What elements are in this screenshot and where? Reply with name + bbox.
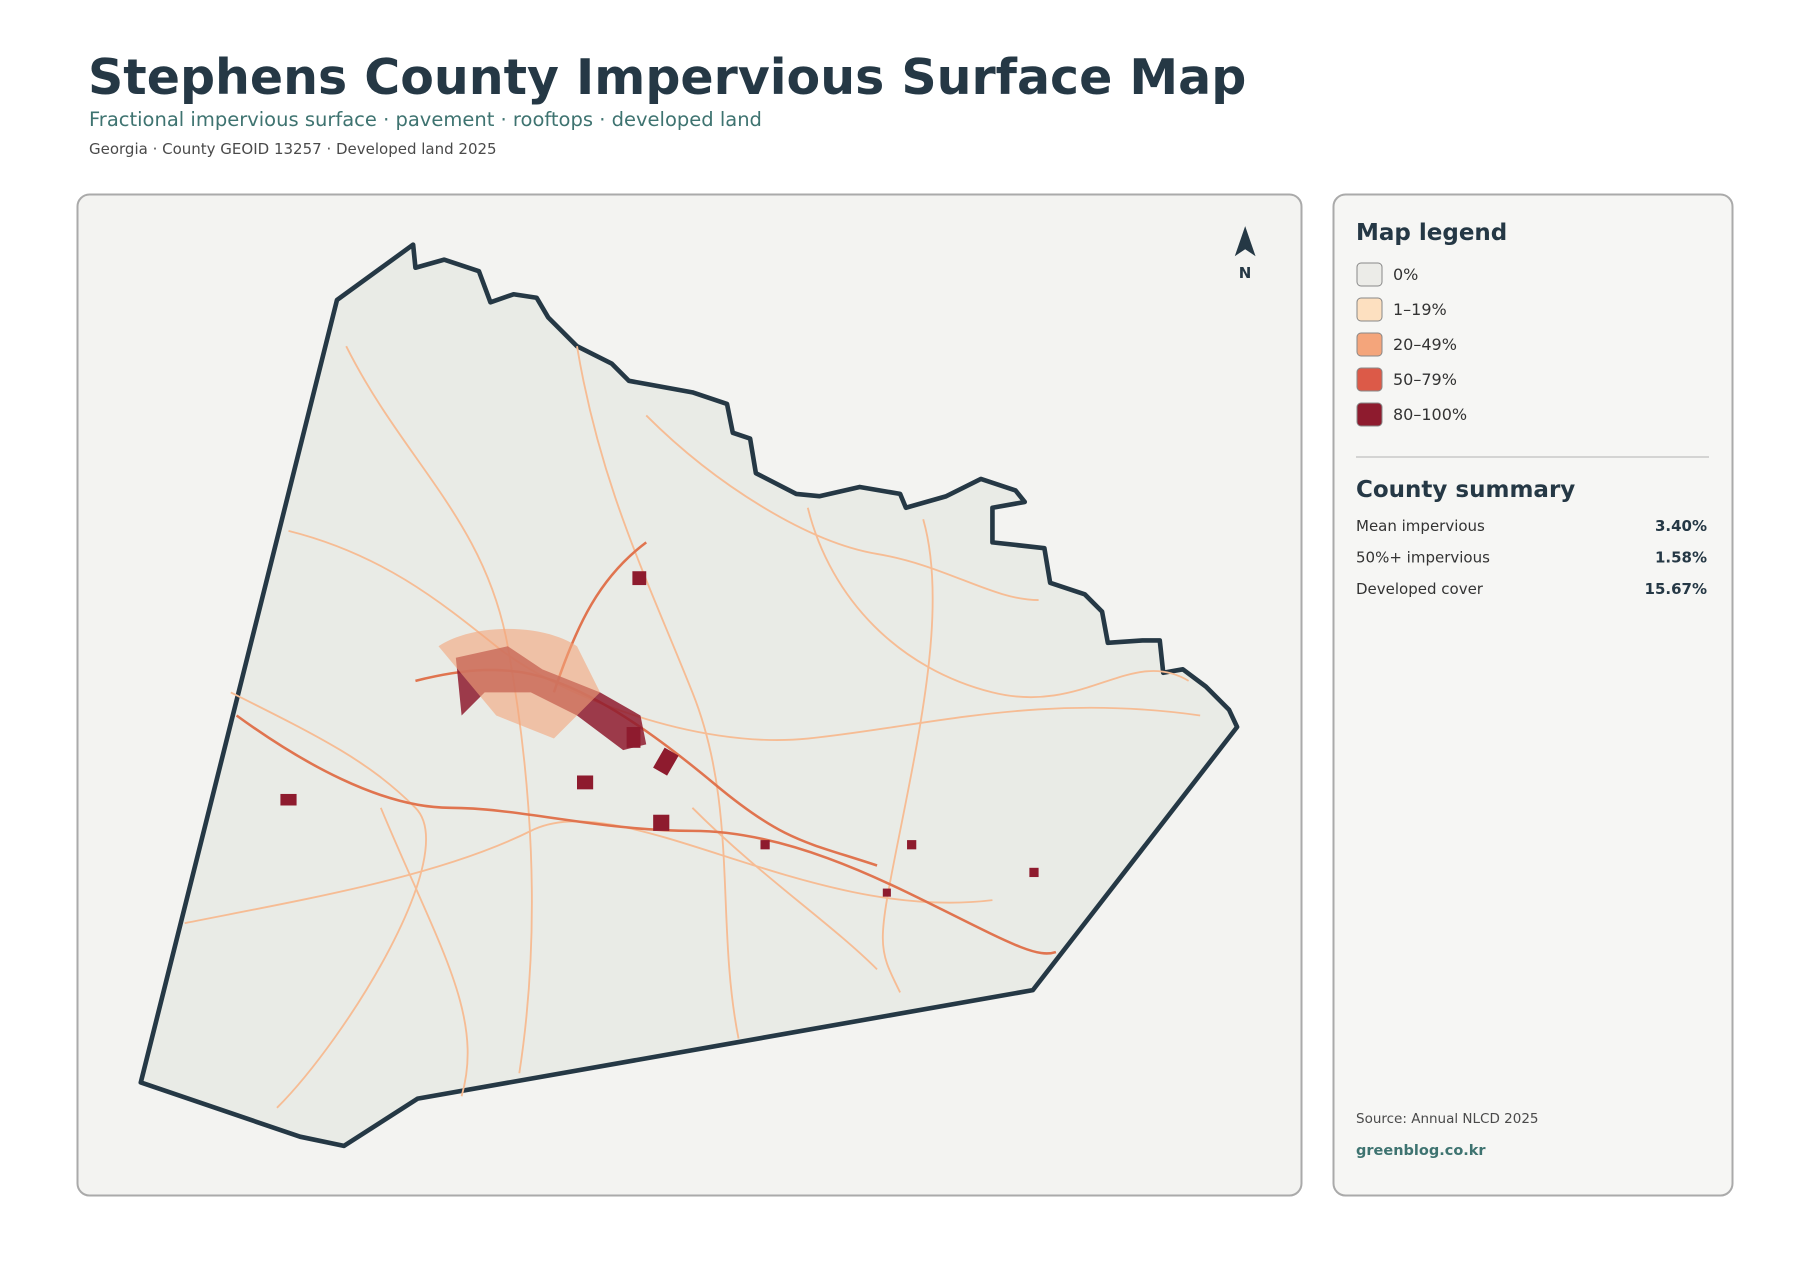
legend-label: 0%: [1393, 265, 1418, 284]
summary-value: 1.58%: [1655, 549, 1707, 567]
legend-swatch: [1356, 332, 1383, 357]
legend-label: 50–79%: [1393, 370, 1457, 389]
meta: Georgia · County GEOID 13257 · Developed…: [89, 140, 497, 158]
title: Stephens County Impervious Surface Map: [88, 49, 1246, 106]
legend-swatch: [1356, 367, 1383, 392]
source: Source: Annual NLCD 2025: [1356, 1111, 1539, 1127]
legend-panel: [1332, 193, 1734, 1197]
north-arrow: [1234, 226, 1256, 257]
site: greenblog.co.kr: [1356, 1143, 1486, 1159]
legend-label: 1–19%: [1393, 300, 1447, 319]
summary-title: County summary: [1356, 477, 1575, 503]
summary-label: Mean impervious: [1356, 517, 1485, 535]
urban-fringe: [438, 628, 601, 739]
summary-label: Developed cover: [1356, 580, 1484, 598]
legend-label: 80–100%: [1393, 405, 1467, 424]
summary-value: 15.67%: [1645, 580, 1707, 598]
legend-swatch: [1356, 297, 1383, 322]
summary-rows: Mean impervious 3.40% 50%+ impervious 1.58%…: [1356, 517, 1707, 598]
summary-label: 50%+ impervious: [1356, 549, 1490, 567]
legend-items: 0% 1–19% 20–49% 50–79% 80–100%: [1356, 262, 1467, 427]
subtitle: Fractional impervious surface · pavement…: [89, 108, 762, 131]
north-label: N: [1239, 264, 1252, 282]
legend-title: Map legend: [1356, 220, 1507, 246]
legend-label: 20–49%: [1393, 335, 1457, 354]
summary-value: 3.40%: [1655, 517, 1707, 535]
county-map: [138, 226, 1256, 1149]
legend-swatch: [1356, 262, 1383, 287]
legend-swatch: [1356, 402, 1383, 427]
